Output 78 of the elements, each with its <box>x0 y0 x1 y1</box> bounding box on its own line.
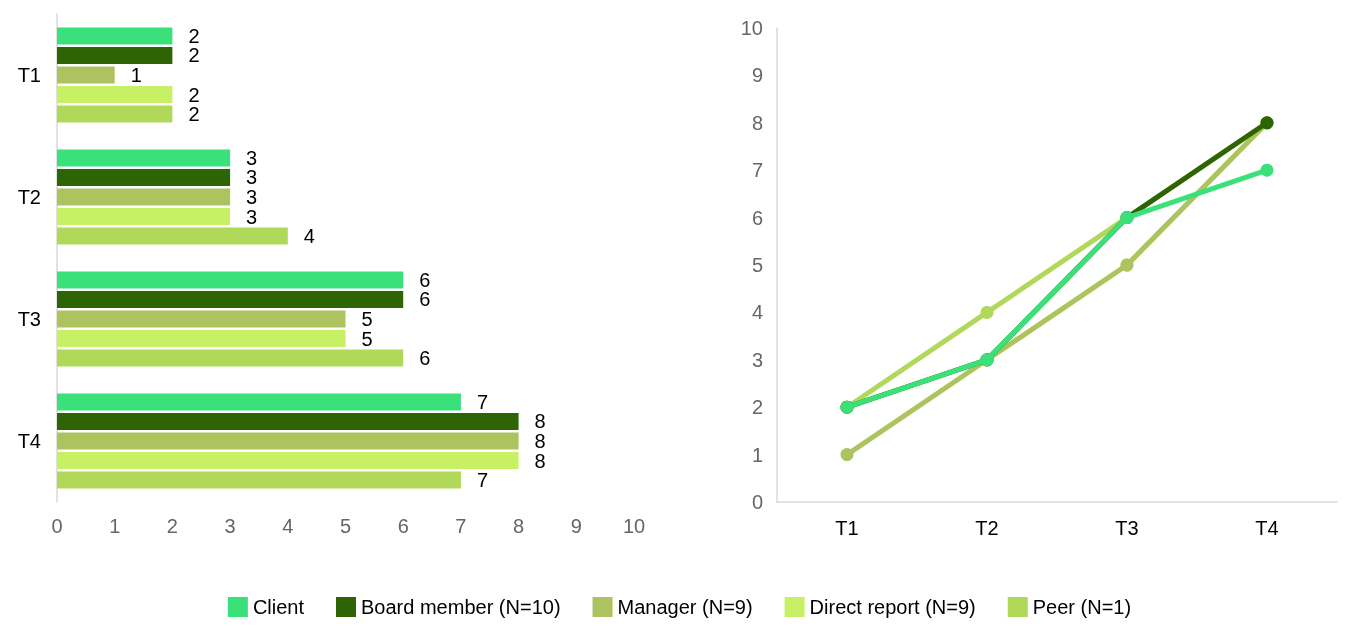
data-label: 7 <box>476 390 489 413</box>
data-label: 2 <box>188 83 200 106</box>
point <box>1260 163 1274 177</box>
data-label: 6 <box>419 347 431 370</box>
y-tick-label: 10 <box>740 17 763 39</box>
x-tick-label: 7 <box>455 515 467 537</box>
x-tick-label: 5 <box>339 515 352 537</box>
bar <box>57 271 404 289</box>
y-tick-label: T4 <box>17 430 41 452</box>
data-label: 3 <box>246 205 258 228</box>
data-label: 8 <box>534 410 546 433</box>
bar <box>57 310 346 328</box>
data-label: 2 <box>188 24 200 47</box>
bar <box>57 227 288 245</box>
x-tick-label: 8 <box>513 515 525 537</box>
legend-label: Client <box>252 596 305 618</box>
x-tick-label: 2 <box>166 515 178 537</box>
point <box>840 448 854 462</box>
bar <box>57 86 173 104</box>
bar <box>57 105 173 123</box>
data-label: 5 <box>361 327 373 350</box>
data-label: 1 <box>130 64 142 86</box>
y-tick-label: 0 <box>751 491 763 513</box>
data-label: 3 <box>246 146 258 169</box>
y-tick-label: T1 <box>17 64 41 86</box>
y-tick-label: 4 <box>751 301 763 324</box>
y-tick-label: 7 <box>751 159 763 182</box>
bar <box>57 393 461 411</box>
x-tick-label: 6 <box>397 515 409 537</box>
x-tick-label: 4 <box>282 515 294 537</box>
y-tick-label: 5 <box>751 254 763 276</box>
x-tick-label: 9 <box>570 515 582 537</box>
data-label: 8 <box>534 430 546 452</box>
bar <box>57 149 231 167</box>
bar <box>57 46 173 64</box>
bar <box>57 471 461 489</box>
x-tick-label: T3 <box>1115 517 1139 539</box>
bar <box>57 349 404 367</box>
x-tick-label: T1 <box>835 517 859 539</box>
bar <box>57 66 115 84</box>
legend-label: Peer (N=1) <box>1032 596 1132 618</box>
bar <box>57 208 231 226</box>
data-label: 2 <box>188 44 200 67</box>
y-tick-label: 6 <box>751 206 763 229</box>
y-tick-label: T2 <box>17 186 41 208</box>
x-tick-label: 0 <box>51 515 63 537</box>
x-tick-label: 1 <box>109 515 121 537</box>
bar <box>57 188 231 206</box>
point <box>980 305 994 319</box>
y-tick-label: 2 <box>751 396 763 419</box>
legend-label: Manager (N=9) <box>617 596 753 618</box>
y-tick-label: 9 <box>751 64 763 87</box>
x-tick-label: T4 <box>1255 517 1279 539</box>
y-tick-label: 8 <box>751 111 763 134</box>
bar <box>57 412 519 430</box>
x-tick-label: 10 <box>622 515 646 537</box>
data-label: 6 <box>419 288 431 311</box>
data-label: 6 <box>419 268 431 291</box>
bar <box>57 330 346 348</box>
bar <box>57 290 404 308</box>
bar <box>57 168 231 186</box>
y-tick-label: 3 <box>751 348 763 371</box>
data-label: 2 <box>188 103 200 126</box>
x-tick-label: 3 <box>224 515 236 537</box>
y-tick-label: T3 <box>17 308 41 330</box>
bar <box>57 452 519 470</box>
data-label: 4 <box>303 225 315 248</box>
y-tick-label: 1 <box>751 443 763 466</box>
bar <box>57 432 519 450</box>
data-label: 5 <box>361 308 373 330</box>
data-label: 7 <box>476 469 489 492</box>
data-label: 8 <box>534 449 546 472</box>
bar <box>57 27 173 45</box>
legend-label: Board member (N=10) <box>361 596 561 618</box>
data-label: 3 <box>246 186 258 208</box>
x-tick-label: T2 <box>975 517 999 539</box>
legend-label: Direct report (N=9) <box>809 596 976 618</box>
data-label: 3 <box>246 166 258 189</box>
